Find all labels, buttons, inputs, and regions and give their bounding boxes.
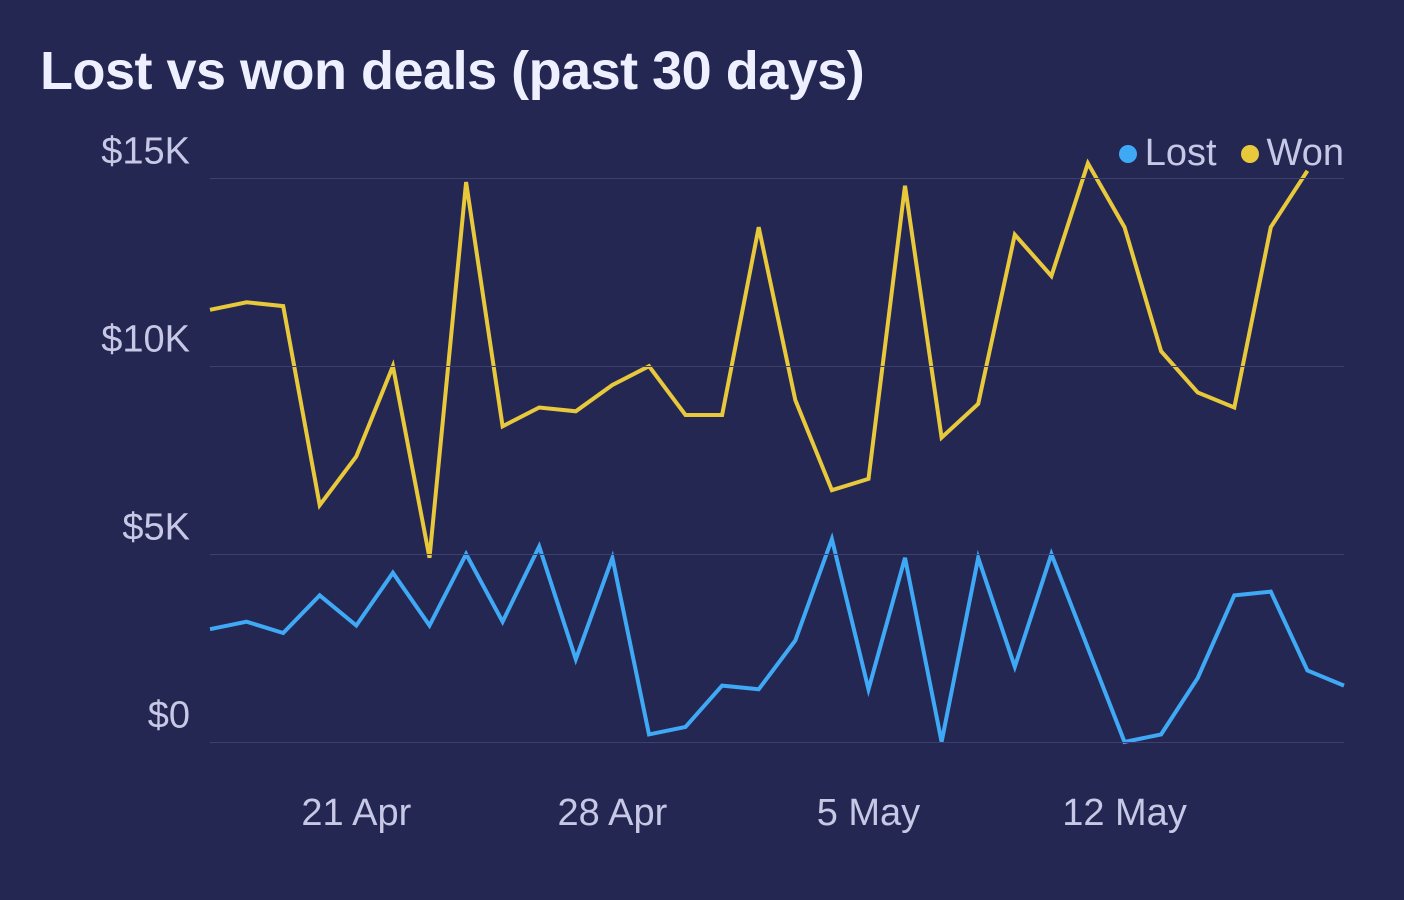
grid-line (210, 554, 1344, 555)
grid-line (210, 178, 1344, 179)
series-svg (210, 152, 1344, 772)
chart-area: Lost Won $0$5K$10K$15K21 Apr28 Apr5 May1… (40, 132, 1364, 852)
x-axis-label: 12 May (1062, 792, 1187, 835)
series-line-won (210, 163, 1307, 558)
plot-region: $0$5K$10K$15K21 Apr28 Apr5 May12 May (210, 152, 1344, 772)
chart-card: Lost vs won deals (past 30 days) Lost Wo… (0, 0, 1404, 900)
series-line-lost (210, 539, 1344, 742)
y-axis-label: $10K (40, 318, 190, 361)
y-axis-label: $15K (40, 131, 190, 174)
y-axis-label: $0 (40, 694, 190, 737)
chart-title: Lost vs won deals (past 30 days) (40, 40, 1364, 102)
grid-line (210, 742, 1344, 743)
grid-line (210, 366, 1344, 367)
x-axis-label: 5 May (817, 792, 920, 835)
x-axis-label: 21 Apr (301, 792, 411, 835)
y-axis-label: $5K (40, 506, 190, 549)
x-axis-label: 28 Apr (557, 792, 667, 835)
